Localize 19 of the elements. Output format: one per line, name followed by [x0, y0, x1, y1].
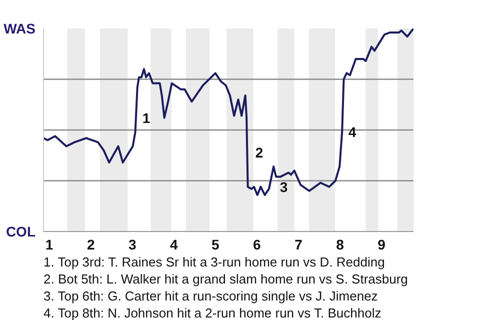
text: 3. Top 6th: G. Carter hit a run-scoring single vs J. Jimenez [44, 288, 378, 304]
text: COL [6, 224, 36, 240]
x-tick-label: 1 [45, 236, 54, 252]
x-tick-label: 7 [294, 236, 303, 252]
text: 1. Top 3rd: T. Raines Sr hit a 3-run home run vs D. Redding [44, 254, 385, 270]
x-tick-label: 4 [170, 236, 178, 252]
annotation: 2 [255, 144, 264, 160]
x-tick-label: 8 [336, 236, 344, 252]
x-tick-label: 3 [128, 236, 136, 252]
annotation: 4 [348, 124, 356, 140]
x-tick-label: 5 [212, 236, 220, 252]
annotation: 3 [280, 178, 288, 195]
text: WAS [4, 20, 36, 36]
x-tick-label: 9 [378, 236, 386, 252]
annotation: 1 [142, 110, 150, 126]
x-tick-label: 6 [253, 236, 262, 252]
text: 2. Bot 5th: L. Walker hit a grand slam home run vs S. Strasburg [44, 272, 408, 286]
text: 4. Top 8th: N. Johnson hit a 2-run home run vs T. Buchholz [44, 306, 382, 320]
x-tick-label: 2 [86, 236, 95, 252]
